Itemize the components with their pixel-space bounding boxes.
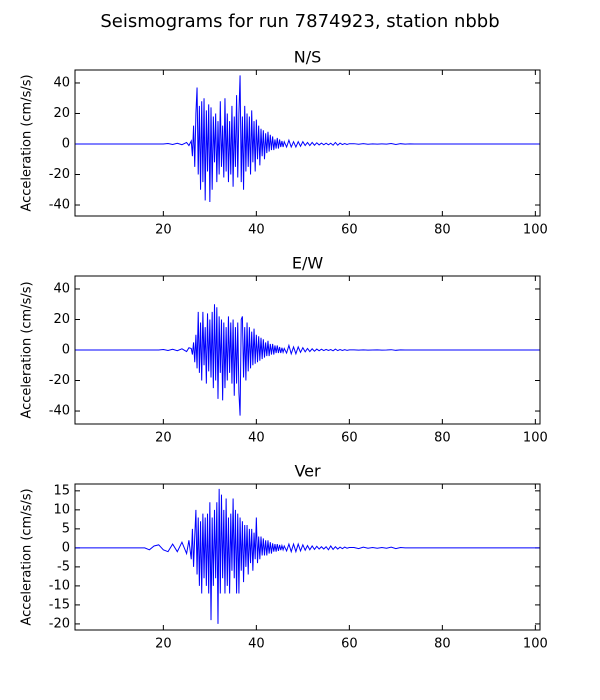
y-tick-label: 20 xyxy=(53,106,70,121)
y-axis-label: Acceleration (cm/s/s) xyxy=(20,281,35,418)
x-tick-label: 40 xyxy=(248,637,265,652)
seismogram-line xyxy=(75,304,540,416)
y-tick-label: 15 xyxy=(53,483,70,498)
x-tick-label: 100 xyxy=(523,637,548,652)
x-tick-label: 80 xyxy=(434,223,451,238)
y-tick-label: 5 xyxy=(62,521,70,536)
plot-area xyxy=(75,488,540,624)
x-tick-label: 20 xyxy=(155,223,172,238)
x-tick-label: 80 xyxy=(434,431,451,446)
panel-title: E/W xyxy=(292,254,324,273)
x-tick-label: 60 xyxy=(341,431,358,446)
y-tick-label: 0 xyxy=(62,136,70,151)
seismogram-line xyxy=(75,488,540,624)
x-tick-label: 20 xyxy=(155,431,172,446)
plot-area xyxy=(75,304,540,416)
axes-frame xyxy=(74,483,541,631)
y-tick-label: -5 xyxy=(57,559,70,574)
axes-frame xyxy=(74,275,541,425)
x-tick-label: 60 xyxy=(341,637,358,652)
y-tick-label: 0 xyxy=(62,343,70,358)
y-tick-label: -15 xyxy=(49,597,70,612)
x-tick-label: 100 xyxy=(523,431,548,446)
y-tick-label: -10 xyxy=(49,578,70,593)
y-tick-label: 10 xyxy=(53,502,70,517)
x-tick-label: 20 xyxy=(155,637,172,652)
panel-title: N/S xyxy=(294,48,322,67)
y-tick-label: 0 xyxy=(62,540,70,555)
figure-title: Seismograms for run 7874923, station nbb… xyxy=(100,11,499,32)
y-axis-label: Acceleration (cm/s/s) xyxy=(20,74,35,211)
y-tick-label: 20 xyxy=(53,312,70,327)
x-tick-label: 80 xyxy=(434,637,451,652)
plot-area xyxy=(75,75,540,202)
y-tick-label: -20 xyxy=(49,616,70,631)
axes-frame xyxy=(74,69,541,217)
y-axis-label: Acceleration (cm/s/s) xyxy=(20,488,35,625)
panel-title: Ver xyxy=(294,462,321,481)
y-tick-label: 40 xyxy=(53,281,70,296)
y-tick-label: -40 xyxy=(49,404,70,419)
y-tick-label: -20 xyxy=(49,373,70,388)
y-tick-label: -20 xyxy=(49,167,70,182)
y-tick-label: -40 xyxy=(49,198,70,213)
y-tick-label: 40 xyxy=(53,75,70,90)
x-tick-label: 40 xyxy=(248,223,265,238)
seismogram-line xyxy=(75,75,540,202)
x-tick-label: 40 xyxy=(248,431,265,446)
x-tick-label: 60 xyxy=(341,223,358,238)
x-tick-label: 100 xyxy=(523,223,548,238)
